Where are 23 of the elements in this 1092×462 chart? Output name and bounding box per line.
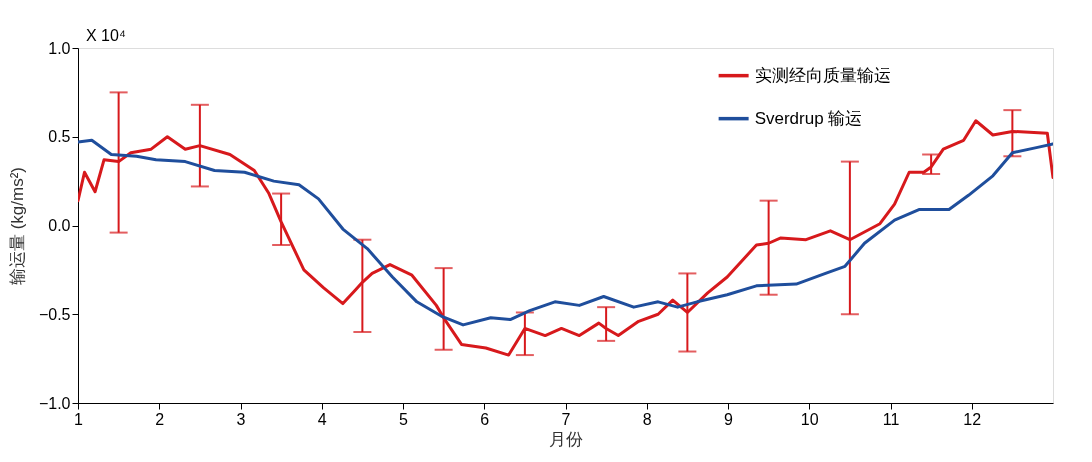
x-tick-label: 6 — [480, 410, 490, 428]
y-tick-label: 0.0 — [48, 217, 71, 234]
y-axis-title: 输运量 (kg/ms²) — [7, 166, 27, 286]
line-series — [78, 138, 1053, 327]
legend-label: 实测经向质量输运 — [754, 65, 891, 85]
y-tick-label: −0.5 — [38, 305, 71, 323]
x-axis-title: 月份 — [549, 429, 583, 449]
x-tick-label: 1 — [74, 410, 84, 428]
text: X 10⁴ — [86, 27, 126, 44]
legend-label: Sverdrup 输运 — [754, 108, 863, 128]
y-tick-label: 0.5 — [48, 128, 71, 146]
x-tick-label: 8 — [642, 410, 652, 428]
x-tick-label: 7 — [561, 410, 571, 428]
x-tick-label: 11 — [882, 410, 900, 428]
y-tick-label: 1.0 — [48, 39, 71, 57]
x-tick-label: 2 — [155, 410, 165, 428]
x-tick-label: 3 — [236, 410, 246, 428]
y-tick-label: −1.0 — [38, 394, 71, 412]
x-tick-label: 12 — [963, 410, 982, 428]
x-tick-label: 5 — [399, 410, 409, 428]
x-tick-label: 4 — [317, 410, 327, 428]
x-tick-label: 10 — [800, 410, 819, 428]
x-tick-label: 9 — [724, 410, 734, 428]
